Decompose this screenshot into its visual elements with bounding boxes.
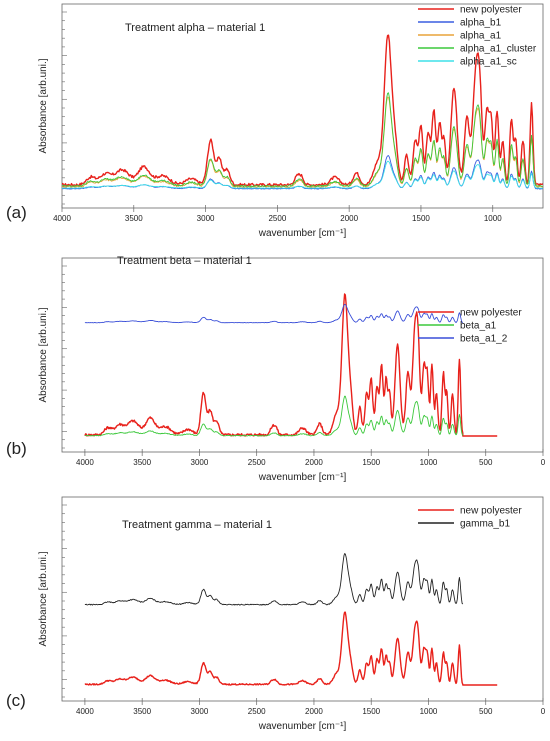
legend-entry: beta_a1_2 — [460, 334, 508, 345]
series-line-beta-a1-2 — [84, 303, 464, 324]
x-tick-label: 2500 — [248, 707, 266, 716]
x-tick-label: 2500 — [268, 214, 286, 223]
x-axis-title: wavenumber [cm⁻¹] — [258, 721, 347, 732]
series-line-new-polyester — [84, 611, 498, 686]
legend-entry: alpha_b1 — [460, 18, 502, 29]
x-tick-label: 500 — [479, 707, 493, 716]
legend: new polyester gamma_b1 — [418, 506, 522, 530]
legend-entry: beta_a1 — [460, 321, 497, 332]
x-tick-label: 1000 — [484, 214, 502, 223]
series-line-new-polyester — [61, 34, 544, 187]
x-tick-label: 2000 — [305, 707, 323, 716]
panel-label: (b) — [6, 439, 27, 458]
x-tick-label: 500 — [479, 458, 493, 467]
x-tick-label: 4000 — [76, 458, 94, 467]
x-tick-label: 1500 — [362, 707, 380, 716]
x-tick-label: 3000 — [197, 214, 215, 223]
x-tick-label: 4000 — [53, 214, 71, 223]
series-line-gamma-b1 — [84, 553, 464, 606]
x-tick-label: 2500 — [248, 458, 266, 467]
panel-c: 4000 3500 3000 2500 2000 1500 1000 500 0 wavenumb… — [6, 496, 546, 732]
panel-title: Treatment alpha – material 1 — [125, 22, 265, 34]
legend: new polyester beta_a1 beta_a1_2 — [418, 308, 522, 345]
y-axis-title: Absorbance [arb.uni.] — [38, 307, 49, 402]
legend-entry: new polyester — [460, 308, 522, 319]
x-tick-label: 0 — [541, 458, 546, 467]
series-line-alpha-a1-cluster — [61, 92, 543, 188]
y-axis-title: Absorbance [arb.uni.] — [38, 58, 49, 153]
panel-title: Treatment gamma – material 1 — [122, 519, 272, 531]
plot-frame — [61, 257, 544, 453]
legend-entry: gamma_b1 — [460, 519, 510, 530]
panel-label: (c) — [6, 691, 26, 710]
series-line-new-polyester — [84, 293, 498, 437]
legend-entry: alpha_a1 — [460, 31, 502, 42]
panel-label: (a) — [6, 203, 27, 222]
x-tick-label: 1000 — [420, 458, 438, 467]
x-tick-label: 1500 — [362, 458, 380, 467]
x-tick-label: 4000 — [76, 707, 94, 716]
x-tick-label: 1500 — [412, 214, 430, 223]
legend-entry: alpha_a1_cluster — [460, 44, 537, 55]
series-line-beta-a1 — [84, 395, 464, 437]
x-tick-label: 3500 — [133, 458, 151, 467]
legend-entry: new polyester — [460, 506, 522, 517]
panel-b: 4000 3500 3000 2500 2000 1500 1000 500 0 wavenumb… — [6, 255, 546, 483]
legend: new polyester alpha_b1 alpha_a1 alpha_a1_cl… — [418, 5, 537, 68]
x-tick-label: 2000 — [305, 458, 323, 467]
legend-entry: alpha_a1_sc — [460, 57, 517, 68]
series-line-alpha-b1 — [61, 155, 543, 190]
plot-frame — [61, 3, 544, 209]
x-axis-title: wavenumber [cm⁻¹] — [258, 228, 347, 239]
x-tick-label: 3000 — [191, 458, 209, 467]
x-tick-label: 3500 — [125, 214, 143, 223]
legend-entry: new polyester — [460, 5, 522, 16]
x-tick-label: 3000 — [191, 707, 209, 716]
series-line-alpha-a1-sc — [61, 160, 543, 189]
x-tick-label: 1000 — [420, 707, 438, 716]
x-tick-label: 2000 — [340, 214, 358, 223]
panel-a: 4000 3500 3000 2500 2000 1500 1000 wavenumber [… — [6, 3, 544, 239]
series-line-alpha-a1 — [61, 96, 543, 189]
x-tick-label: 3500 — [133, 707, 151, 716]
panel-title: Treatment beta – material 1 — [117, 255, 252, 267]
y-axis-title: Absorbance [arb.uni.] — [38, 551, 49, 646]
plot-frame — [61, 496, 544, 702]
x-tick-label: 0 — [541, 707, 546, 716]
x-axis-title: wavenumber [cm⁻¹] — [258, 472, 347, 483]
